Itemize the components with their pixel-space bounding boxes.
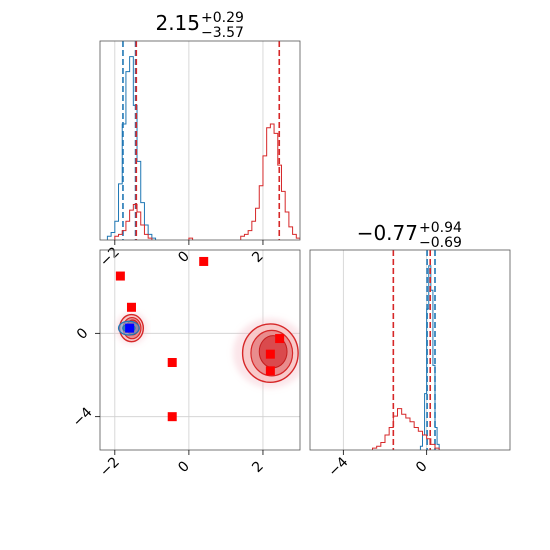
hist-top-left-series-1-bar-14: [252, 221, 256, 240]
density-frame: [99, 249, 301, 451]
density-plot-area: [115, 256, 300, 422]
hist-bottom-right-series-1-bar-3: [385, 435, 389, 450]
density-xtick-label-2: 2: [249, 458, 267, 476]
panel-top-left-histogram: −2 0 2: [97, 40, 301, 270]
title-top-left: 2.15: [155, 11, 200, 35]
red-marker-3: [167, 358, 177, 367]
hist-top-left-series-1-bar-24: [289, 227, 293, 240]
hist-top-left-series-1-bar-2: [122, 231, 126, 240]
hist-top-left-series-1-outline: [114, 123, 300, 240]
hist-bottom-right-series-1-bar-8: [406, 418, 410, 450]
hist-top-left-series-1-bar-19: [270, 124, 274, 240]
hist-top-left-frame: [99, 40, 301, 241]
hist-top-left-xtick-label-1: 0: [175, 248, 193, 266]
hist-top-left-series-1-bar-12: [244, 234, 248, 240]
density-xtick-label-1: 0: [175, 458, 193, 476]
title-bottom-right-plus: +0.94: [419, 220, 462, 236]
title-top-left-plus: +0.29: [201, 10, 244, 26]
red-marker-7: [265, 366, 275, 376]
hist-top-left-series-0-bar-1: [111, 233, 115, 240]
red-marker-2: [126, 302, 136, 312]
red-marker-4: [167, 412, 177, 422]
hist-top-left-series-1-bar-13: [248, 231, 252, 240]
hist-top-left-series-0-bar-0: [107, 236, 111, 240]
hist-bottom-right-series-1-bar-10: [414, 427, 418, 450]
hist-top-left-series-0-bar-3: [119, 184, 123, 240]
hist-top-left-series-1-bar-15: [256, 208, 260, 240]
hist-bottom-right-series-1-bar-6: [398, 409, 402, 450]
red-marker-1: [199, 256, 209, 266]
density-ytick-label-1: −4: [70, 404, 96, 430]
red-marker-5: [275, 334, 285, 344]
red-marker-0: [115, 271, 125, 281]
hist-bottom-right-series-1-bar-7: [402, 414, 406, 450]
hist-top-left-series-1-bar-0: [115, 236, 119, 240]
title-bottom-right: −0.77: [357, 221, 418, 245]
hist-top-left-xtick-label-2: 2: [249, 248, 267, 266]
hist-top-left-series-1-bar-17: [263, 156, 267, 240]
density-ytick-label-0: 0: [74, 325, 92, 343]
density-xtick-label-0: −2: [97, 454, 123, 480]
hist-top-left-series-1-bar-8: [144, 234, 148, 240]
hist-bottom-right-frame: [309, 249, 511, 451]
hist-top-left-series-1-bar-20: [274, 133, 278, 240]
hist-top-left-series-1-bar-11: [241, 236, 245, 240]
hist-top-left-xtick-label-0: −2: [97, 244, 123, 270]
title-top-left-minus: −3.57: [201, 25, 244, 41]
hist-top-left-series-1-bar-1: [119, 234, 123, 240]
hist-bottom-right-series-1-outline: [372, 408, 440, 450]
hist-bottom-right-series-0-bar-5: [431, 290, 433, 450]
hist-top-left-series-1-bar-18: [267, 128, 271, 240]
hist-top-left-plot-area: [106, 41, 300, 240]
hist-bottom-right-series-1-bar-2: [381, 442, 385, 450]
blue-marker: [125, 323, 135, 333]
red-marker-6: [265, 349, 275, 359]
hist-bottom-right-series-1-bar-14: [431, 444, 435, 450]
hist-bottom-right-series-1-bar-9: [410, 422, 414, 450]
title-bottom-right-minus: −0.69: [419, 235, 462, 251]
hist-bottom-right-series-1-bar-1: [377, 446, 381, 450]
hist-bottom-right-series-1-bar-11: [418, 431, 422, 450]
hist-bottom-right-plot-area: [372, 250, 440, 450]
hist-top-left-series-1-bar-6: [137, 212, 141, 240]
hist-bottom-right-xtick-label-1: 0: [413, 458, 431, 476]
hist-top-left-series-1-bar-22: [281, 191, 285, 240]
hist-top-left-series-1-bar-16: [259, 186, 263, 240]
hist-top-left-series-0-outline: [106, 56, 157, 240]
hist-bottom-right-xtick-label-0: −4: [326, 454, 352, 480]
panel-bottom-left-density: −2 0 2 0 −4: [70, 249, 301, 480]
hist-top-left-series-1-bar-23: [285, 212, 289, 240]
hist-top-left-series-1-bar-7: [141, 225, 145, 240]
hist-top-left-series-1-bar-25: [293, 234, 297, 240]
hist-top-left-series-1-bar-3: [126, 221, 130, 240]
hist-bottom-right-series-1-bar-12: [423, 435, 427, 450]
panel-bottom-right-histogram: −4 0: [309, 249, 511, 480]
hist-top-left-series-0-bar-5: [126, 72, 130, 240]
hist-top-left-series-1-bar-4: [130, 210, 134, 240]
